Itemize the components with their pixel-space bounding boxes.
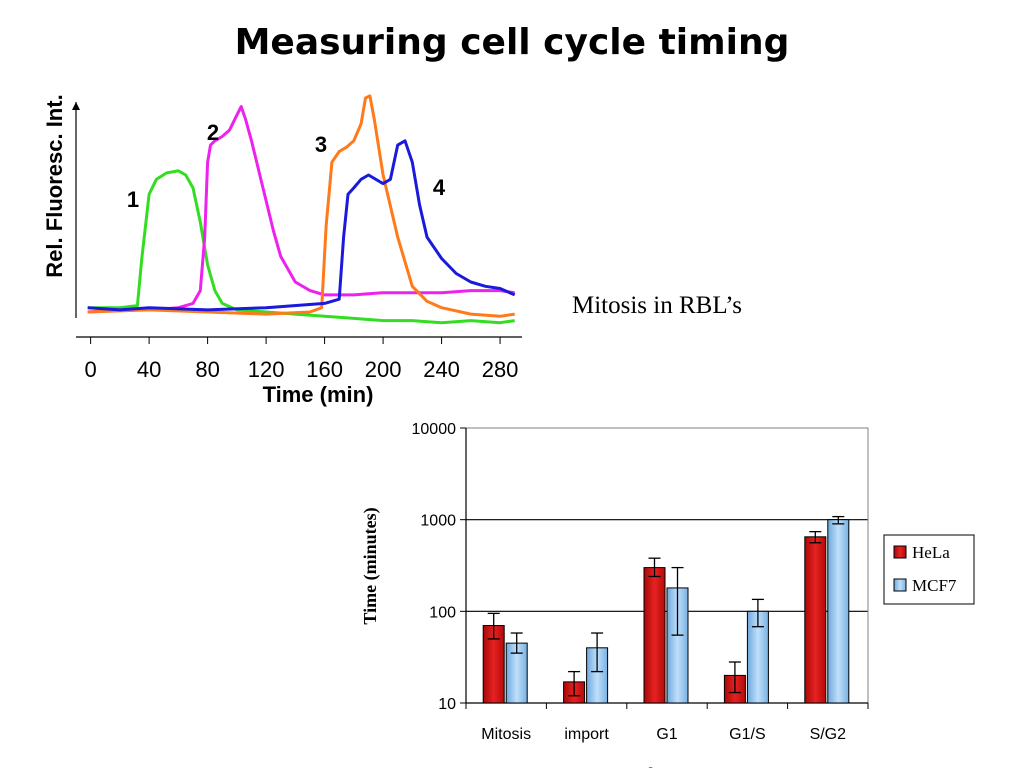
trace-3 [87, 94, 515, 318]
legend-label: HeLa [912, 543, 950, 562]
y-axis-arrow [72, 102, 80, 110]
trace-label: 1 [127, 187, 139, 212]
x-axis-title: Time (min) [263, 382, 374, 407]
legend-label: MCF7 [912, 576, 957, 595]
y-tick-label: 100 [429, 604, 456, 621]
y-axis-title: Rel. Fluoresc. Int. [42, 94, 67, 277]
bar-mcf7 [827, 519, 850, 704]
bar-hela [643, 567, 666, 704]
x-tick-label: 120 [248, 357, 285, 382]
trace-2 [87, 105, 515, 314]
bar-hela [804, 536, 827, 704]
trace-label: 2 [207, 120, 219, 145]
trace-4 [87, 139, 516, 312]
x-tick-label: 160 [306, 357, 343, 382]
legend: HeLa MCF7 [883, 534, 975, 605]
trace-label: 4 [433, 175, 446, 200]
x-tick-label: 40 [137, 357, 161, 382]
category-label: import [564, 726, 609, 743]
x-axis-title: Ph [637, 764, 658, 768]
category-label: G1/S [729, 726, 765, 743]
slide-title: Measuring cell cycle timing [234, 22, 790, 63]
x-tick-label: 80 [195, 357, 219, 382]
trace-1 [87, 169, 515, 325]
x-tick-label: 200 [365, 357, 402, 382]
category-label: S/G2 [810, 726, 847, 743]
slide-caption: Mitosis in RBL’s [572, 292, 742, 319]
legend-swatch-mcf7 [893, 578, 907, 592]
y-axis-title: Time (minutes) [360, 507, 381, 624]
y-tick-label: 1000 [420, 513, 456, 530]
trace-label: 3 [315, 132, 327, 157]
legend-swatch-hela [893, 545, 907, 559]
category-label: G1 [656, 726, 677, 743]
x-tick-label: 240 [423, 357, 460, 382]
x-tick-label: 280 [482, 357, 519, 382]
category-label: Mitosis [481, 726, 531, 743]
x-tick-label: 0 [84, 357, 96, 382]
y-tick-label: 10000 [412, 421, 457, 438]
y-tick-label: 10 [438, 696, 456, 713]
